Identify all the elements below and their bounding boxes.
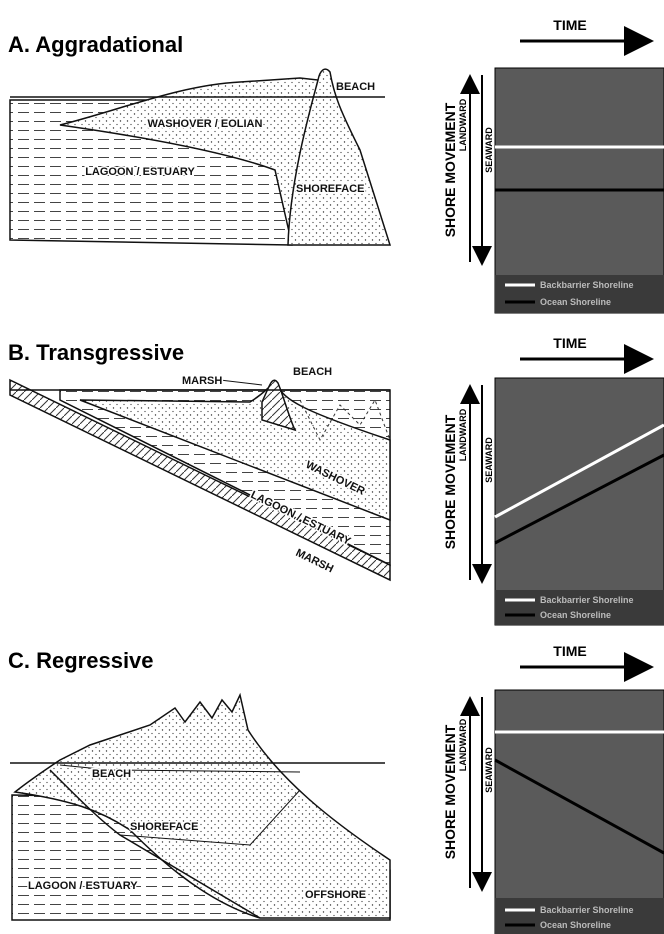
section-label: MARSH xyxy=(294,547,336,575)
section-label: BEACH xyxy=(336,81,375,93)
legend-label: Ocean Shoreline xyxy=(540,610,611,620)
section-label: MARSH xyxy=(182,375,222,387)
seaward-label: SEAWARD xyxy=(484,127,494,173)
seaward-label: SEAWARD xyxy=(484,747,494,793)
axis-label: SHORE MOVEMENT xyxy=(442,414,458,549)
panel-c: C. Regressive BEACH SHOREFACE LAGOON / E… xyxy=(8,643,664,934)
landward-label: LANDWARD xyxy=(458,98,468,151)
cross-section: BEACH SHOREFACE LAGOON / ESTUARY OFFSHOR… xyxy=(10,692,391,921)
section-label: WASHOVER / EOLIAN xyxy=(148,118,263,130)
legend-label: Backbarrier Shoreline xyxy=(540,595,634,605)
legend-label: Backbarrier Shoreline xyxy=(540,280,634,290)
shoreline-chart: TIME Backbarrier Shoreline Ocean Shoreli… xyxy=(442,17,664,314)
time-label: TIME xyxy=(553,643,586,659)
panel-title: C. Regressive xyxy=(8,648,154,673)
cross-section: MARSH BEACH WASHOVER LAGOON / ESTUARY MA… xyxy=(9,365,391,582)
shoreline-chart: TIME Backbarrier Shoreline Ocean Shoreli… xyxy=(442,643,664,934)
time-label: TIME xyxy=(553,335,586,351)
legend-label: Ocean Shoreline xyxy=(540,297,611,307)
axis-label: SHORE MOVEMENT xyxy=(442,724,458,859)
legend-label: Ocean Shoreline xyxy=(540,920,611,930)
panel-a: A. Aggradational BEACH WASHOVER / EOLIAN… xyxy=(8,17,664,314)
section-label: SHOREFACE xyxy=(130,821,198,833)
section-label: BEACH xyxy=(293,366,332,378)
cross-section: BEACH WASHOVER / EOLIAN LAGOON / ESTUARY… xyxy=(9,68,392,246)
section-label: LAGOON / ESTUARY xyxy=(28,880,138,892)
section-label: LAGOON / ESTUARY xyxy=(85,166,195,178)
section-label: SHOREFACE xyxy=(296,183,364,195)
landward-label: LANDWARD xyxy=(458,408,468,461)
legend-label: Backbarrier Shoreline xyxy=(540,905,634,915)
shoreline-chart: TIME Backbarrier Shoreline Ocean Shoreli… xyxy=(442,335,664,626)
section-label: OFFSHORE xyxy=(305,889,366,901)
section-label: BEACH xyxy=(92,768,131,780)
seaward-label: SEAWARD xyxy=(484,437,494,483)
panel-b: B. Transgressive MARSH BEACH WASHOVER LA… xyxy=(8,335,664,626)
landward-label: LANDWARD xyxy=(458,718,468,771)
panel-title: A. Aggradational xyxy=(8,32,183,57)
axis-label: SHORE MOVEMENT xyxy=(442,102,458,237)
panel-title: B. Transgressive xyxy=(8,340,184,365)
time-label: TIME xyxy=(553,17,586,33)
